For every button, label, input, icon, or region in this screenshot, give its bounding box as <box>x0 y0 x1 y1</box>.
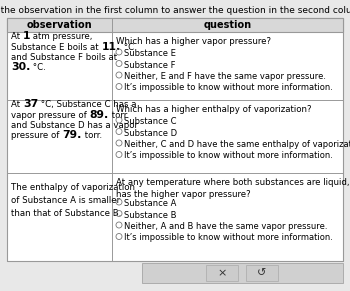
Text: °C, Substance C has a: °C, Substance C has a <box>38 100 136 109</box>
Text: At: At <box>11 32 23 41</box>
Text: Substance A: Substance A <box>124 199 176 208</box>
Text: question: question <box>203 20 252 30</box>
Text: At any temperature where both substances are liquid, which
has the higher vapor : At any temperature where both substances… <box>116 178 350 199</box>
Text: 11.: 11. <box>102 42 121 52</box>
Text: It’s impossible to know without more information.: It’s impossible to know without more inf… <box>124 233 333 242</box>
Text: observation: observation <box>27 20 92 30</box>
Bar <box>7 18 343 32</box>
Text: 37: 37 <box>23 99 38 109</box>
Text: and Substance F boils at: and Substance F boils at <box>11 53 117 62</box>
Text: 30.: 30. <box>11 63 30 72</box>
Bar <box>7 18 343 261</box>
Text: It’s impossible to know without more information.: It’s impossible to know without more inf… <box>124 152 333 161</box>
Text: °C: °C <box>121 42 134 52</box>
Text: Substance F: Substance F <box>124 61 175 70</box>
Bar <box>206 265 238 281</box>
Text: °C.: °C. <box>30 63 46 72</box>
Text: vapor pressure of: vapor pressure of <box>11 111 90 120</box>
Text: Which has a higher enthalpy of vaporization?: Which has a higher enthalpy of vaporizat… <box>116 105 312 114</box>
Text: torr.: torr. <box>82 132 102 141</box>
Text: At: At <box>11 100 23 109</box>
Text: Substance C: Substance C <box>124 117 176 126</box>
Text: torr: torr <box>109 111 127 120</box>
Text: Substance E boils at: Substance E boils at <box>11 42 102 52</box>
Text: 89.: 89. <box>90 109 109 120</box>
Text: The enthalpy of vaporization
of Substance A is smaller
than that of Substance B.: The enthalpy of vaporization of Substanc… <box>11 183 135 219</box>
Text: Which has a higher vapor pressure?: Which has a higher vapor pressure? <box>116 37 271 46</box>
Text: and Substance D has a vapor: and Substance D has a vapor <box>11 121 138 130</box>
Text: Substance E: Substance E <box>124 49 176 58</box>
Text: Neither, A and B have the same vapor pressure.: Neither, A and B have the same vapor pre… <box>124 222 328 231</box>
Text: pressure of: pressure of <box>11 132 62 141</box>
Text: Use the observation in the first column to answer the question in the second col: Use the observation in the first column … <box>0 6 350 15</box>
Text: It’s impossible to know without more information.: It’s impossible to know without more inf… <box>124 84 333 93</box>
Bar <box>142 263 343 283</box>
Text: Neither, E and F have the same vapor pressure.: Neither, E and F have the same vapor pre… <box>124 72 326 81</box>
Text: Neither, C and D have the same enthalpy of vaporization.: Neither, C and D have the same enthalpy … <box>124 140 350 149</box>
Text: Substance D: Substance D <box>124 129 177 138</box>
Text: 79.: 79. <box>62 130 82 141</box>
Text: 1: 1 <box>23 31 30 41</box>
Bar <box>246 265 278 281</box>
Text: ↺: ↺ <box>257 268 267 278</box>
Text: Substance B: Substance B <box>124 210 176 219</box>
Text: ×: × <box>217 268 227 278</box>
Text: atm pressure,: atm pressure, <box>30 32 93 41</box>
